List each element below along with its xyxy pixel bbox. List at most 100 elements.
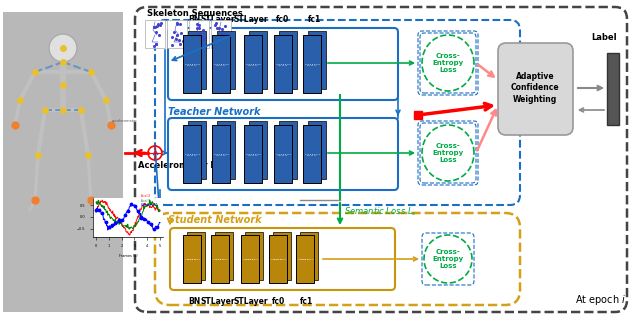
- Bar: [274, 35, 292, 93]
- Text: .......: .......: [244, 257, 255, 261]
- Point: [150, 25, 161, 30]
- Point: [120, 213, 130, 218]
- Point: [172, 33, 182, 38]
- Bar: [183, 35, 201, 93]
- Point: [217, 26, 227, 31]
- Text: BN: BN: [188, 15, 200, 25]
- Bar: [215, 232, 233, 280]
- Bar: [212, 125, 230, 183]
- Point: [172, 21, 182, 26]
- Bar: [188, 121, 206, 179]
- Point: [197, 43, 207, 48]
- Point: [220, 23, 230, 28]
- Text: .......: .......: [307, 61, 317, 67]
- Point: [200, 35, 210, 40]
- Text: fc1: fc1: [300, 297, 314, 306]
- Point: [116, 217, 127, 222]
- Point: [146, 222, 156, 227]
- Text: accelerometer: accelerometer: [112, 119, 138, 123]
- Text: .......: .......: [278, 151, 288, 156]
- Text: .......: .......: [187, 257, 197, 261]
- Bar: [279, 31, 297, 89]
- Bar: [303, 125, 321, 183]
- Point: [194, 25, 204, 30]
- Point: [218, 34, 228, 39]
- Text: Cross-
Entropy
Loss: Cross- Entropy Loss: [433, 52, 463, 74]
- Text: .......: .......: [248, 151, 259, 156]
- Point: [198, 27, 209, 32]
- Bar: [217, 31, 235, 89]
- Point: [113, 217, 124, 222]
- Text: .......: .......: [187, 151, 197, 156]
- Point: [91, 207, 101, 212]
- Point: [152, 23, 162, 28]
- Point: [195, 22, 205, 28]
- Bar: [300, 232, 318, 280]
- Text: Cross-
Entropy
Loss: Cross- Entropy Loss: [433, 249, 463, 269]
- Bar: [249, 121, 267, 179]
- Text: STLayer: STLayer: [234, 15, 268, 25]
- Point: [97, 210, 108, 215]
- Point: [110, 220, 120, 226]
- Bar: [211, 235, 229, 283]
- Text: .......: .......: [216, 61, 227, 67]
- Point: [174, 38, 184, 43]
- Point: [175, 22, 185, 27]
- Bar: [188, 31, 206, 89]
- Point: [212, 25, 223, 30]
- Point: [192, 25, 202, 30]
- Point: [140, 217, 150, 222]
- Point: [194, 30, 204, 36]
- Point: [152, 224, 163, 229]
- Bar: [187, 232, 205, 280]
- Point: [150, 30, 161, 35]
- Point: [156, 20, 166, 25]
- Text: .......: .......: [307, 151, 317, 156]
- Text: Accelerometer Data: Accelerometer Data: [138, 161, 232, 170]
- Bar: [308, 121, 326, 179]
- Bar: [296, 235, 314, 283]
- Point: [155, 22, 165, 28]
- Point: [150, 41, 161, 46]
- Point: [210, 23, 220, 28]
- Point: [130, 203, 140, 208]
- Point: [100, 220, 111, 225]
- Bar: [217, 121, 235, 179]
- Text: Accel-Y: Accel-Y: [141, 198, 150, 203]
- Text: STLayer: STLayer: [234, 297, 268, 306]
- Point: [149, 226, 159, 231]
- Point: [152, 21, 163, 26]
- X-axis label: Frames (s): Frames (s): [118, 254, 138, 258]
- Point: [175, 42, 186, 47]
- Bar: [279, 121, 297, 179]
- Point: [167, 43, 177, 48]
- Point: [213, 39, 223, 44]
- Text: fc0: fc0: [273, 297, 285, 306]
- Point: [169, 29, 179, 34]
- Bar: [189, 20, 209, 48]
- Point: [172, 20, 182, 26]
- Text: .......: .......: [248, 61, 259, 67]
- Bar: [303, 35, 321, 93]
- Point: [211, 40, 221, 45]
- Point: [154, 32, 164, 37]
- Text: At epoch $i$: At epoch $i$: [575, 293, 626, 307]
- Bar: [212, 35, 230, 93]
- Bar: [145, 20, 165, 48]
- Text: Student Network: Student Network: [168, 215, 262, 225]
- Bar: [211, 20, 231, 48]
- Point: [136, 215, 147, 220]
- Text: STLayer: STLayer: [201, 297, 236, 306]
- Bar: [245, 232, 263, 280]
- Point: [123, 208, 133, 213]
- Bar: [244, 125, 262, 183]
- Point: [218, 32, 228, 37]
- Point: [167, 34, 177, 39]
- Point: [191, 41, 201, 46]
- Point: [149, 25, 159, 30]
- Point: [143, 220, 153, 225]
- Bar: [241, 235, 259, 283]
- Text: fc1: fc1: [307, 15, 321, 25]
- Point: [175, 30, 186, 36]
- Bar: [273, 232, 291, 280]
